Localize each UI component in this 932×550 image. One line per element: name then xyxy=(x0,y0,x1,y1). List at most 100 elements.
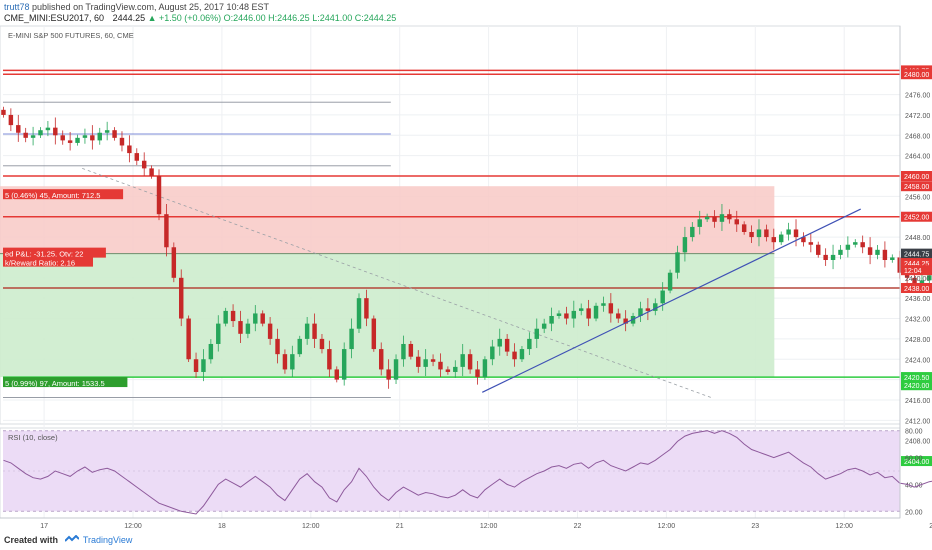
candle-body xyxy=(238,321,243,334)
candle-body xyxy=(423,359,428,367)
candle-body xyxy=(541,323,547,329)
candle-body xyxy=(438,361,443,370)
candle-body xyxy=(653,303,658,311)
candle-body xyxy=(82,135,88,138)
candle-body xyxy=(556,313,562,316)
candle-body xyxy=(764,229,769,238)
price-label-bg xyxy=(901,248,932,259)
rsi-band xyxy=(3,430,900,512)
candle-body xyxy=(349,328,354,350)
candle-body xyxy=(675,252,680,273)
candle-body xyxy=(186,318,191,360)
x-tick-label: 12:00 xyxy=(658,523,676,530)
candle-body xyxy=(371,318,377,350)
candle-body xyxy=(97,132,102,141)
x-tick-label: 12:00 xyxy=(480,523,498,530)
author-link[interactable]: trutt78 xyxy=(4,2,30,12)
trendline xyxy=(481,208,861,393)
symbol-name[interactable]: CME_MINI:ESU2017, 60 xyxy=(4,13,105,23)
candle-body xyxy=(704,216,710,220)
candle-body xyxy=(771,237,777,243)
candle-body xyxy=(230,310,236,322)
candle-body xyxy=(201,359,206,372)
price-axis-label: 2444.75 xyxy=(904,252,929,259)
price-axis-label: 2444.25 xyxy=(904,261,929,268)
candle-body xyxy=(23,132,28,138)
candle-body xyxy=(127,145,132,154)
candle-body xyxy=(1,109,6,115)
candle-body xyxy=(453,366,458,372)
candle-body xyxy=(749,232,754,238)
candle-body xyxy=(571,310,577,319)
candle-body xyxy=(208,343,214,360)
candle-body xyxy=(30,135,36,138)
tradingview-logo-icon xyxy=(64,535,79,542)
x-tick-label: 12:00 xyxy=(124,523,142,530)
candle-body xyxy=(67,140,73,143)
tradingview-brand[interactable]: TradingView xyxy=(82,535,133,545)
candle-body xyxy=(512,351,517,360)
publish-info: trutt78 published on TradingView.com, Au… xyxy=(4,2,269,13)
price-axis-label: 2438.00 xyxy=(904,286,929,293)
symbol-legend: CME_MINI:ESU2017, 60 2444.25 ▲ +1.50 (+0… xyxy=(4,13,396,24)
candle-body xyxy=(919,280,925,286)
position-info-line2: k/Reward Ratio: 2.16 xyxy=(5,259,75,268)
candle-body xyxy=(578,308,584,311)
candle-body xyxy=(534,328,539,339)
candle-body xyxy=(838,249,843,255)
y-tick-label: 2476.00 xyxy=(905,93,930,100)
candle-body xyxy=(104,130,110,133)
y-tick-label: 2440.00 xyxy=(905,276,930,283)
candle-body xyxy=(793,229,799,238)
price-axis-label: 2420.00 xyxy=(904,383,929,390)
candle-body xyxy=(682,237,688,253)
created-with-label: Created with xyxy=(4,535,59,545)
candle-body xyxy=(912,277,917,286)
ohlc-low: L:2441.00 xyxy=(312,13,353,23)
y-tick-label: 2428.00 xyxy=(905,337,930,344)
candle-body xyxy=(386,369,391,380)
candle-body xyxy=(623,318,628,324)
candle-body xyxy=(156,176,162,215)
candle-body xyxy=(808,242,814,245)
candle-body xyxy=(712,216,717,222)
candle-body xyxy=(756,229,762,238)
price-label-bg xyxy=(901,171,932,182)
candle-body xyxy=(253,313,258,324)
candle-body xyxy=(564,313,569,319)
y-tick-label: 2468.00 xyxy=(905,133,930,140)
candle-body xyxy=(527,338,532,350)
candle-body xyxy=(816,244,821,255)
candle-body xyxy=(312,323,317,339)
price-label-bg xyxy=(901,258,932,269)
target-label-bg xyxy=(3,377,128,388)
candle-body xyxy=(860,242,865,248)
candle-body xyxy=(408,343,414,357)
candle-body xyxy=(171,247,177,278)
candle-body xyxy=(890,257,895,260)
x-tick-label: 22 xyxy=(574,523,582,530)
candle-body xyxy=(245,323,251,334)
rsi-tick-label: 80.00 xyxy=(905,429,923,436)
candle-body xyxy=(504,338,510,352)
candle-body xyxy=(393,359,399,380)
candle-body xyxy=(904,272,910,278)
candle-body xyxy=(593,305,599,319)
candle-body xyxy=(290,354,295,370)
candle-body xyxy=(601,303,606,306)
candle-body xyxy=(75,137,80,143)
candle-body xyxy=(875,249,880,255)
candle-body xyxy=(430,359,436,362)
price-axis-label: 2480.00 xyxy=(904,72,929,79)
stop-loss-label-bg xyxy=(3,189,124,200)
candle-body xyxy=(378,349,384,370)
candle-body xyxy=(660,290,665,304)
x-tick-label: 23 xyxy=(751,523,759,530)
position-info-line1: ed P&L: -31.25, Qty: 22 xyxy=(5,250,83,259)
target-label: 5 (0.99%) 97, Amount: 1533.5 xyxy=(5,379,105,388)
candle-body xyxy=(645,308,651,311)
y-tick-label: 2456.00 xyxy=(905,194,930,201)
candle-body xyxy=(719,214,725,222)
candle-body xyxy=(608,303,614,314)
